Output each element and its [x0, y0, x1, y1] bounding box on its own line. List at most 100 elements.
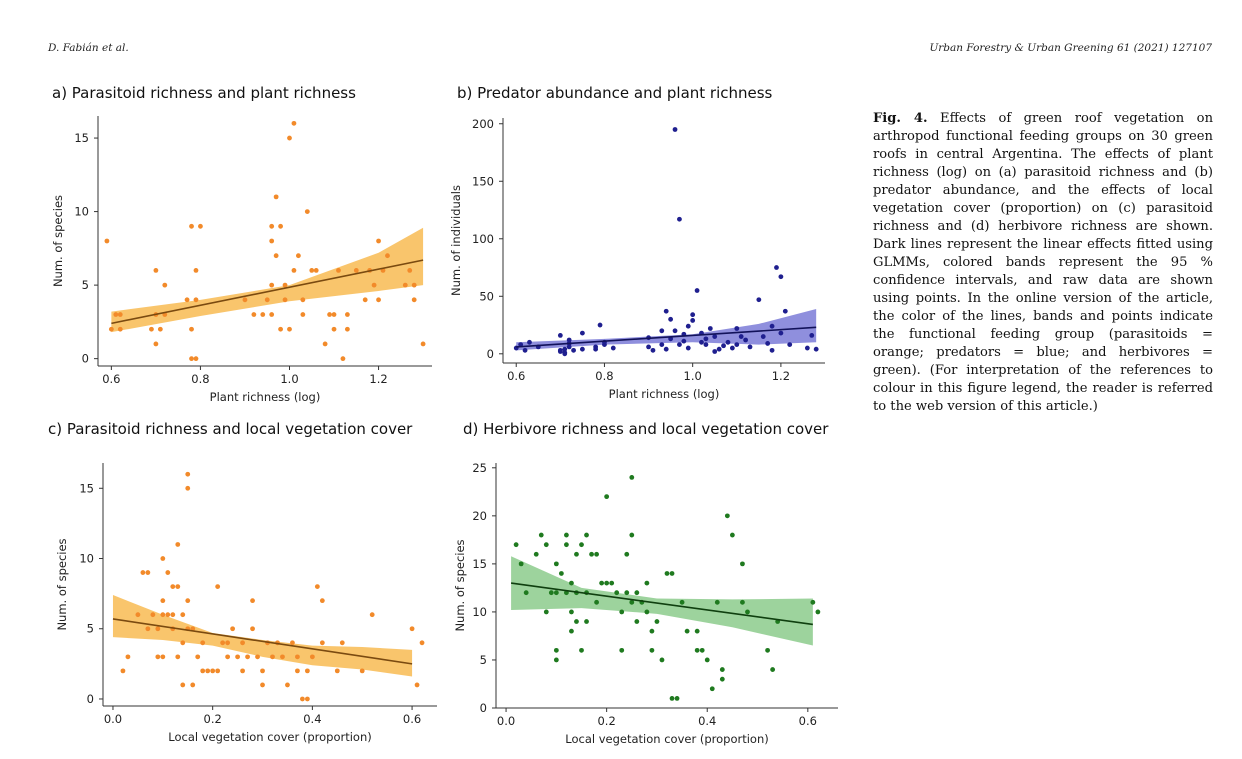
- data-point: [376, 297, 381, 303]
- data-point: [215, 584, 221, 590]
- data-point: [649, 628, 655, 634]
- data-point: [309, 654, 315, 660]
- data-point: [225, 654, 231, 660]
- data-point: [769, 347, 775, 353]
- data-point: [264, 297, 270, 303]
- data-point: [104, 238, 110, 244]
- data-point: [295, 668, 300, 674]
- data-point: [287, 135, 292, 141]
- data-point: [165, 570, 171, 575]
- data-point: [160, 654, 166, 660]
- data-point: [774, 265, 779, 270]
- panel-b-chart: 0.6 0.8 1.0 1.2 0 50 100 150 200 Plant richness (…: [449, 117, 825, 401]
- data-point: [180, 640, 186, 646]
- data-point: [604, 494, 610, 500]
- data-point: [740, 599, 745, 605]
- data-point: [644, 609, 650, 615]
- data-point: [300, 297, 306, 303]
- data-point: [553, 657, 559, 663]
- data-point: [745, 609, 750, 615]
- x-tick-label: 0.4: [303, 712, 321, 726]
- data-point: [205, 668, 211, 674]
- data-point: [344, 312, 350, 317]
- data-point: [646, 344, 651, 350]
- y-axis-label: Num. of species: [51, 195, 65, 287]
- y-tick-label: 25: [472, 461, 487, 475]
- data-point: [634, 619, 640, 624]
- data-point: [719, 667, 725, 672]
- data-point: [672, 328, 678, 334]
- data-point: [624, 551, 630, 557]
- data-point: [420, 341, 426, 347]
- data-point: [175, 542, 181, 547]
- data-point: [734, 342, 740, 347]
- data-point: [411, 282, 417, 288]
- data-point: [300, 312, 306, 317]
- data-point: [160, 612, 166, 618]
- data-point: [699, 339, 704, 345]
- y-tick-label: 150: [472, 174, 494, 188]
- x-tick-label: 0.4: [698, 714, 716, 728]
- data-point: [319, 640, 325, 646]
- panel-c-chart: 0.0 0.2 0.4 0.6 0 5 10 15 Local vegetation cover…: [55, 463, 437, 744]
- data-point: [782, 308, 788, 314]
- data-point: [189, 223, 194, 229]
- data-point: [273, 194, 279, 200]
- data-point: [189, 356, 194, 362]
- data-point: [650, 347, 656, 353]
- data-point: [189, 326, 194, 332]
- data-point: [414, 682, 420, 688]
- data-point: [322, 341, 328, 347]
- data-point: [569, 609, 574, 615]
- data-point: [255, 654, 260, 660]
- data-point: [685, 323, 691, 329]
- y-axis-label: Num. of individuals: [449, 185, 463, 296]
- x-tick-label: 0.0: [104, 712, 122, 726]
- data-point: [654, 619, 660, 624]
- data-point: [295, 654, 300, 660]
- x-tick-label: 1.2: [369, 372, 387, 386]
- data-point: [285, 682, 290, 688]
- data-point: [813, 346, 819, 352]
- data-point: [120, 668, 126, 674]
- y-tick-label: 15: [79, 481, 94, 495]
- data-point: [562, 351, 568, 357]
- data-point: [291, 120, 297, 126]
- data-point: [597, 322, 603, 328]
- data-point: [240, 640, 245, 646]
- caption-text: Effects of green roof vegetation on arth…: [873, 111, 1213, 414]
- y-tick-label: 5: [82, 278, 89, 292]
- data-point: [251, 312, 257, 317]
- panel-a-title: a) Parasitoid richness and plant richnes…: [52, 84, 356, 102]
- data-point: [724, 513, 730, 519]
- data-point: [553, 561, 559, 567]
- data-point: [669, 695, 675, 701]
- data-point: [663, 308, 669, 314]
- data-point: [200, 640, 206, 646]
- data-point: [564, 542, 569, 548]
- y-tick-label: 0: [480, 701, 487, 715]
- data-point: [235, 654, 240, 660]
- data-point: [331, 312, 337, 317]
- data-point: [694, 628, 700, 634]
- data-point: [610, 345, 616, 351]
- data-point: [522, 347, 528, 353]
- data-point: [334, 668, 340, 674]
- data-point: [677, 216, 682, 222]
- data-point: [193, 356, 199, 362]
- data-point: [569, 580, 574, 586]
- data-point: [566, 344, 572, 350]
- data-point: [273, 253, 279, 259]
- data-point: [304, 209, 310, 214]
- data-point: [117, 312, 123, 317]
- y-axis-label: Num. of species: [55, 538, 69, 630]
- data-point: [609, 580, 615, 586]
- data-point: [765, 341, 771, 346]
- data-point: [150, 612, 156, 618]
- data-point: [721, 343, 726, 349]
- data-point: [629, 599, 635, 605]
- data-point: [571, 347, 576, 353]
- data-point: [200, 668, 206, 674]
- data-point: [269, 312, 275, 317]
- data-point: [703, 342, 709, 347]
